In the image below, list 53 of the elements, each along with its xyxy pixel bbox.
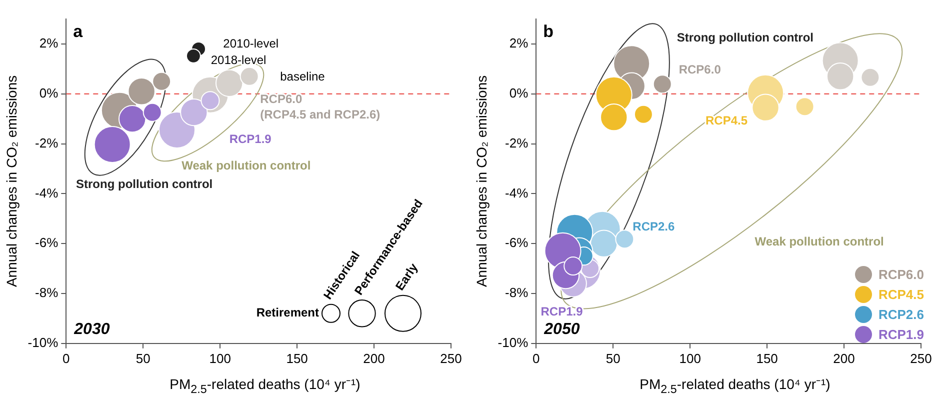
x-tick-label: 100 <box>679 350 701 366</box>
annotation: Strong pollution control <box>76 176 213 191</box>
y-tick-label: -4% <box>35 185 59 200</box>
x-tick-label: 200 <box>833 350 855 366</box>
legend-label: RCP2.6 <box>878 306 924 322</box>
y-axis-title: Annual changes in CO₂ emissions <box>473 75 490 288</box>
annotation: Weak pollution control <box>182 158 311 173</box>
x-tick-label: 150 <box>286 350 308 366</box>
annotation: 2050 <box>543 320 580 338</box>
y-tick-label: -6% <box>35 235 59 250</box>
y-tick-label: 0% <box>39 85 59 100</box>
chart-title: b <box>543 22 554 42</box>
annotation: RCP4.5 <box>705 114 748 128</box>
y-tick-label: 2% <box>39 36 59 51</box>
y-tick-label: -8% <box>505 285 529 300</box>
annotation: 2030 <box>73 320 110 338</box>
x-tick-label: 50 <box>606 350 620 366</box>
x-tick-label: 100 <box>209 350 231 366</box>
y-tick-label: -2% <box>505 135 529 150</box>
annotation: Strong pollution control <box>676 30 814 45</box>
y-tick-label: -10% <box>498 334 529 350</box>
y-tick-label: -6% <box>505 235 529 250</box>
x-tick-label: 0 <box>62 350 70 366</box>
x-tick-label: 200 <box>363 350 385 366</box>
x-axis-title: PM$_{2.5}$-related deaths (10⁴ yr⁻¹) <box>168 375 362 396</box>
annotation: 2010-level <box>223 36 279 50</box>
annotation: RCP6.0 <box>678 62 722 77</box>
x-axis-title: PM$_{2.5}$-related deaths (10⁴ yr⁻¹) <box>638 375 832 396</box>
legend-label: RCP1.9 <box>878 326 924 342</box>
annotation: RCP2.6 <box>632 220 676 234</box>
legend-label: RCP6.0 <box>878 266 924 282</box>
y-axis-title: Annual changes in CO₂ emissions <box>3 75 20 288</box>
x-tick-label: 250 <box>440 350 462 366</box>
annotation: baseline <box>280 70 326 84</box>
y-tick-label: -4% <box>505 185 529 200</box>
annotation: (RCP4.5 and RCP2.6) <box>260 108 380 122</box>
y-tick-label: -10% <box>28 334 59 350</box>
x-tick-label: 0 <box>532 350 540 366</box>
y-tick-label: 2% <box>509 36 529 51</box>
annotation: RCP1.9 <box>229 132 272 146</box>
annotation: Weak pollution control <box>754 234 884 248</box>
annotation: Retirement <box>256 306 319 320</box>
y-tick-label: 0% <box>509 85 529 100</box>
y-tick-label: -2% <box>35 135 59 150</box>
annotation: 2018-level <box>210 52 266 67</box>
annotation: RCP1.9 <box>540 304 584 319</box>
x-tick-label: 250 <box>910 350 932 366</box>
x-tick-label: 50 <box>136 350 150 366</box>
y-tick-label: -8% <box>35 285 59 300</box>
chart-title: a <box>73 22 84 42</box>
annotation: RCP6.0 <box>260 92 302 106</box>
legend-label: RCP4.5 <box>878 286 924 302</box>
x-tick-label: 150 <box>756 350 778 366</box>
